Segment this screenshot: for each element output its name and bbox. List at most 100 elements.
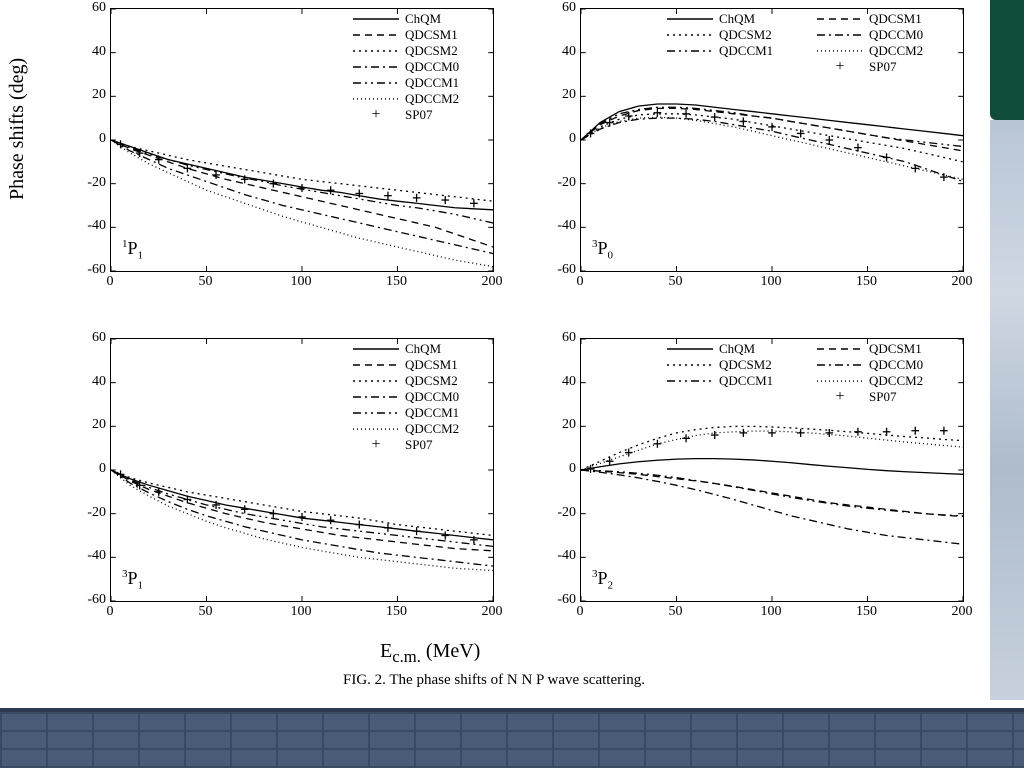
xtick-label: 150 — [386, 274, 407, 290]
sp07-marker — [654, 109, 662, 117]
sp07-marker — [768, 429, 776, 437]
legend-label: QDCSM1 — [405, 27, 458, 43]
ytick-label: -20 — [72, 175, 106, 191]
legend-entry: QDCCM1 — [353, 405, 483, 421]
legend: ChQM QDCSM2 QDCCM1 QDCSM1 QDCCM0 QD — [667, 341, 957, 405]
legend-entry: QDCSM1 — [817, 11, 957, 27]
ytick-label: 20 — [72, 417, 106, 433]
legend-swatch — [353, 342, 399, 356]
panel-state-label: 3P1 — [122, 568, 143, 592]
legend-label: QDCCM2 — [869, 43, 923, 59]
ytick-label: -60 — [542, 592, 576, 608]
legend-entry: + SP07 — [353, 107, 483, 123]
sp07-marker — [625, 112, 633, 120]
sp07-marker — [270, 180, 278, 188]
legend: ChQM QDCSM1 QDCSM2 QDCCM0 QDCCM1 QD — [353, 341, 483, 453]
legend-entry: QDCCM0 — [817, 27, 957, 43]
legend-entry: QDCCM0 — [353, 59, 483, 75]
legend-entry: + SP07 — [817, 59, 957, 75]
sp07-marker — [854, 428, 862, 436]
plus-icon: + — [817, 390, 863, 404]
legend-entry: QDCSM2 — [667, 27, 807, 43]
plus-icon: + — [353, 108, 399, 122]
sp07-marker — [682, 434, 690, 442]
sp07-marker — [441, 531, 449, 539]
legend-label: SP07 — [405, 437, 432, 453]
sp07-marker — [606, 457, 614, 465]
ytick-label: -60 — [72, 592, 106, 608]
series-QDCSM1 — [111, 470, 493, 551]
legend-label: QDCCM1 — [719, 43, 773, 59]
xtick-label: 100 — [761, 274, 782, 290]
legend-entry: QDCCM2 — [353, 91, 483, 107]
xtick-label: 50 — [669, 604, 683, 620]
legend-swatch — [353, 12, 399, 26]
series-QDCCM2 — [581, 431, 963, 470]
page-root: Phase shifts (deg) Ec.m. (MeV) — [0, 0, 1024, 768]
xtick-label: 100 — [291, 274, 312, 290]
legend-entry: QDCSM2 — [353, 373, 483, 389]
legend-label: SP07 — [869, 389, 896, 405]
legend-entry: QDCCM2 — [817, 43, 957, 59]
legend-entry: QDCSM1 — [353, 27, 483, 43]
ytick-label: 40 — [72, 374, 106, 390]
footer-brick-strip — [0, 708, 1024, 768]
legend-label: QDCCM0 — [869, 357, 923, 373]
panel-3P2: ChQM QDCSM2 QDCCM1 QDCSM1 QDCCM0 QD — [540, 330, 970, 636]
sp07-marker — [768, 123, 776, 131]
legend-entry: QDCSM2 — [667, 357, 807, 373]
panel-state-label: 3P0 — [592, 238, 613, 262]
legend-swatch — [353, 44, 399, 58]
legend-swatch — [817, 374, 863, 388]
xtick-label: 0 — [577, 274, 584, 290]
series-QDCSM2 — [581, 114, 963, 162]
legend-swatch — [353, 28, 399, 42]
sp07-marker — [740, 429, 748, 437]
xtick-label: 50 — [199, 274, 213, 290]
figure-area: Phase shifts (deg) Ec.m. (MeV) — [0, 0, 988, 700]
legend-swatch — [353, 406, 399, 420]
series-QDCSM1 — [581, 470, 963, 516]
ytick-label: 60 — [542, 330, 576, 346]
legend-swatch — [817, 44, 863, 58]
ytick-label: 60 — [542, 0, 576, 16]
sp07-marker — [298, 184, 306, 192]
ytick-label: 0 — [542, 131, 576, 147]
legend-label: ChQM — [405, 11, 441, 27]
legend-entry: QDCSM2 — [353, 43, 483, 59]
xtick-label: 50 — [669, 274, 683, 290]
ytick-label: -40 — [72, 218, 106, 234]
sp07-marker — [854, 144, 862, 152]
side-cloud — [990, 120, 1024, 700]
xtick-label: 0 — [107, 274, 114, 290]
sp07-marker — [883, 428, 891, 436]
side-badge — [990, 0, 1024, 120]
x-axis-label: Ec.m. (MeV) — [380, 640, 480, 667]
series-QDCCM0 — [111, 140, 493, 254]
legend: ChQM QDCSM2 QDCCM1 QDCSM1 QDCCM0 QD — [667, 11, 957, 75]
legend-label: QDCSM2 — [405, 43, 458, 59]
legend-swatch — [817, 12, 863, 26]
panel-grid: ChQM QDCSM1 QDCSM2 QDCCM0 QDCCM1 QD — [70, 0, 970, 636]
legend-swatch — [353, 390, 399, 404]
sp07-marker — [413, 527, 421, 535]
ytick-label: 20 — [72, 87, 106, 103]
sp07-marker — [413, 194, 421, 202]
legend-swatch — [817, 342, 863, 356]
legend-label: QDCSM1 — [869, 341, 922, 357]
legend-label: QDCCM2 — [405, 421, 459, 437]
panel-3P1: ChQM QDCSM1 QDCSM2 QDCCM0 QDCCM1 QD — [70, 330, 500, 636]
sp07-marker — [883, 153, 891, 161]
sp07-marker — [270, 510, 278, 518]
series-ChQM — [581, 459, 963, 475]
sp07-marker — [184, 164, 192, 172]
xtick-label: 100 — [291, 604, 312, 620]
legend-swatch — [353, 76, 399, 90]
sp07-marker — [384, 192, 392, 200]
legend-entry: QDCCM1 — [667, 43, 807, 59]
legend-label: QDCCM0 — [405, 59, 459, 75]
legend-entry: QDCCM2 — [817, 373, 957, 389]
ytick-label: 20 — [542, 87, 576, 103]
legend-swatch — [353, 358, 399, 372]
legend-label: ChQM — [719, 11, 755, 27]
